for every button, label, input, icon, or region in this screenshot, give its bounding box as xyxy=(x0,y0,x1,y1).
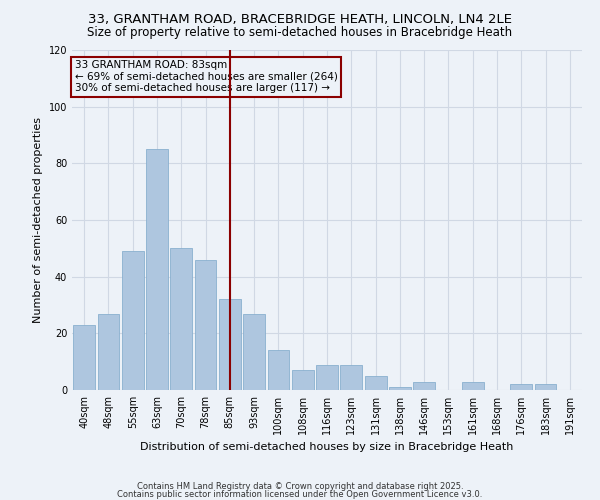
Bar xyxy=(243,314,265,390)
Bar xyxy=(365,376,386,390)
Bar xyxy=(511,384,532,390)
Bar xyxy=(316,364,338,390)
Bar xyxy=(146,149,168,390)
Bar xyxy=(268,350,289,390)
Bar xyxy=(292,370,314,390)
Text: Size of property relative to semi-detached houses in Bracebridge Heath: Size of property relative to semi-detach… xyxy=(88,26,512,39)
Text: 33 GRANTHAM ROAD: 83sqm
← 69% of semi-detached houses are smaller (264)
30% of s: 33 GRANTHAM ROAD: 83sqm ← 69% of semi-de… xyxy=(74,60,337,94)
X-axis label: Distribution of semi-detached houses by size in Bracebridge Heath: Distribution of semi-detached houses by … xyxy=(140,442,514,452)
Text: 33, GRANTHAM ROAD, BRACEBRIDGE HEATH, LINCOLN, LN4 2LE: 33, GRANTHAM ROAD, BRACEBRIDGE HEATH, LI… xyxy=(88,12,512,26)
Bar xyxy=(122,251,143,390)
Bar xyxy=(194,260,217,390)
Bar xyxy=(389,387,411,390)
Bar xyxy=(535,384,556,390)
Text: Contains public sector information licensed under the Open Government Licence v3: Contains public sector information licen… xyxy=(118,490,482,499)
Bar xyxy=(413,382,435,390)
Text: Contains HM Land Registry data © Crown copyright and database right 2025.: Contains HM Land Registry data © Crown c… xyxy=(137,482,463,491)
Bar xyxy=(219,300,241,390)
Bar xyxy=(462,382,484,390)
Bar xyxy=(170,248,192,390)
Y-axis label: Number of semi-detached properties: Number of semi-detached properties xyxy=(33,117,43,323)
Bar xyxy=(73,325,95,390)
Bar xyxy=(97,314,119,390)
Bar xyxy=(340,364,362,390)
